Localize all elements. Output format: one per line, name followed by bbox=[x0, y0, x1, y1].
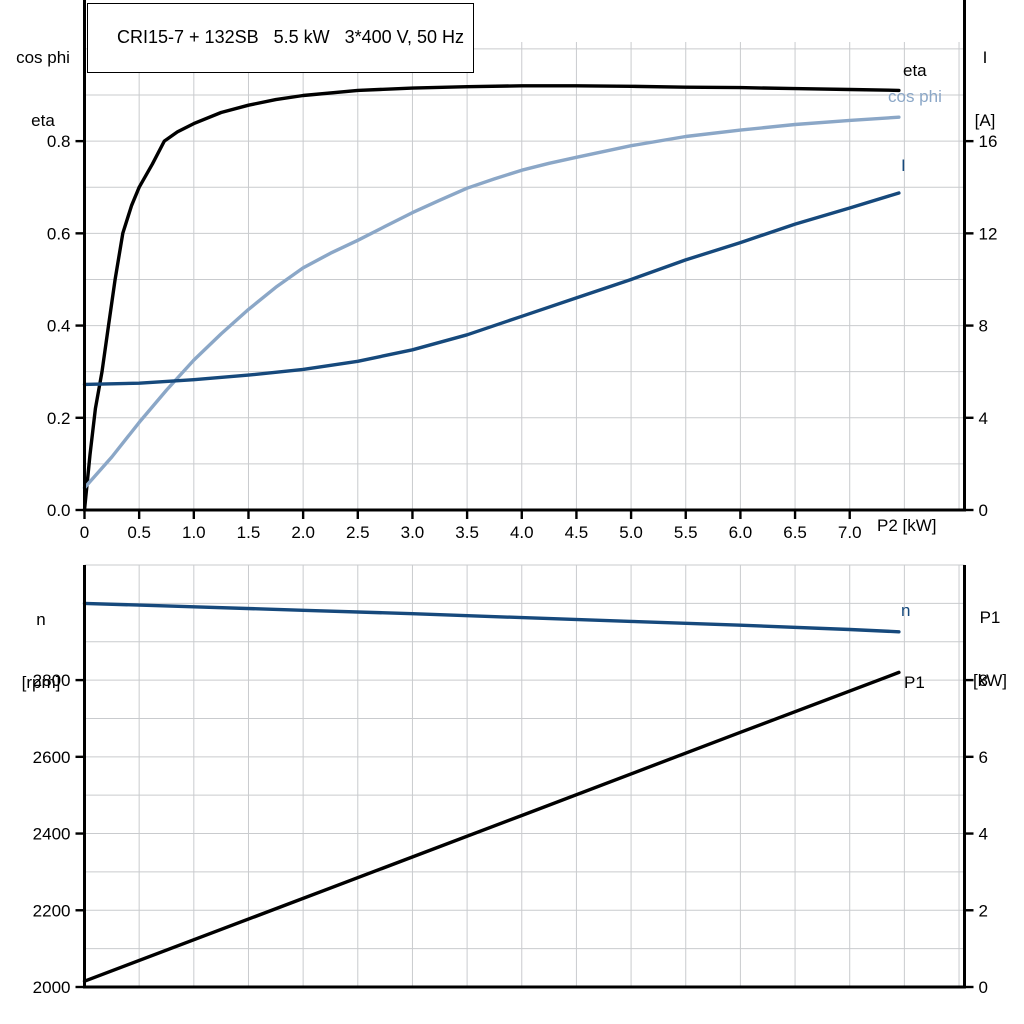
svg-text:3.0: 3.0 bbox=[401, 523, 425, 542]
speed-axis-label: n bbox=[36, 610, 46, 629]
svg-text:6.0: 6.0 bbox=[729, 523, 753, 542]
gridlines bbox=[84, 42, 965, 510]
svg-text:1.0: 1.0 bbox=[182, 523, 206, 542]
svg-text:4: 4 bbox=[979, 409, 988, 428]
svg-text:12: 12 bbox=[979, 224, 998, 243]
top-chart: 0.0 0.2 0.4 0.6 0.8 0 4 8 12 16 0 0.5 1.0 1.5 2.0 2.5 3.… bbox=[47, 0, 998, 542]
kw-unit-label: [kW] bbox=[973, 671, 1007, 690]
svg-text:5.0: 5.0 bbox=[619, 523, 643, 542]
svg-text:0: 0 bbox=[979, 978, 988, 997]
p1-axis-label: P1 bbox=[979, 608, 1001, 627]
svg-text:4.5: 4.5 bbox=[565, 523, 589, 542]
svg-text:0.8: 0.8 bbox=[47, 132, 71, 151]
curve-label-eta: eta bbox=[903, 61, 927, 80]
bottom-chart: 2000 2200 2400 2600 2800 0 2 4 6 8 bbox=[33, 564, 988, 997]
curve-n bbox=[82, 601, 901, 634]
curve-label-current: I bbox=[901, 156, 906, 175]
svg-text:0.4: 0.4 bbox=[47, 317, 71, 336]
svg-text:7.0: 7.0 bbox=[838, 523, 862, 542]
tick-labels: 0.0 0.2 0.4 0.6 0.8 0 4 8 12 16 0 0.5 1.0 1.5 2.0 2.5 3.… bbox=[47, 132, 998, 542]
tick-marks bbox=[75, 678, 974, 989]
svg-text:16: 16 bbox=[979, 132, 998, 151]
top-left-axis-title: cos phi eta bbox=[4, 5, 82, 173]
current-axis-label: I bbox=[982, 48, 988, 67]
svg-text:0.6: 0.6 bbox=[47, 224, 71, 243]
bottom-right-axis-title: P1 [kW] bbox=[961, 565, 1019, 733]
cos-phi-axis-label: cos phi bbox=[16, 48, 70, 67]
svg-text:0: 0 bbox=[80, 523, 89, 542]
chart-title-text: CRI15-7 + 132SB 5.5 kW 3*400 V, 50 Hz bbox=[117, 27, 465, 47]
svg-text:6: 6 bbox=[979, 748, 988, 767]
eta-axis-label: eta bbox=[31, 111, 55, 130]
bottom-left-axis-title: n [rpm] bbox=[2, 567, 80, 735]
top-right-axis-title: I [A] bbox=[962, 5, 1008, 173]
svg-text:6.5: 6.5 bbox=[783, 523, 807, 542]
gridlines bbox=[84, 564, 965, 987]
svg-text:4: 4 bbox=[979, 825, 988, 844]
svg-text:2200: 2200 bbox=[33, 901, 71, 920]
curve-label-n: n bbox=[901, 601, 911, 620]
svg-text:8: 8 bbox=[979, 671, 988, 690]
svg-text:2.5: 2.5 bbox=[346, 523, 370, 542]
curve-label-cos-phi: cos phi bbox=[888, 87, 942, 106]
curve-cos-phi bbox=[82, 115, 901, 490]
axes bbox=[83, 565, 966, 989]
svg-text:2: 2 bbox=[979, 901, 988, 920]
tick-marks bbox=[75, 139, 974, 519]
curve-p1 bbox=[82, 670, 901, 983]
svg-text:0: 0 bbox=[979, 501, 988, 520]
curve-label-p1: P1 bbox=[904, 673, 925, 692]
chart-title-box: CRI15-7 + 132SB 5.5 kW 3*400 V, 50 Hz bbox=[87, 3, 475, 73]
svg-text:2.0: 2.0 bbox=[291, 523, 315, 542]
svg-text:2400: 2400 bbox=[33, 825, 71, 844]
tick-labels: 2000 2200 2400 2600 2800 0 2 4 6 8 bbox=[33, 671, 988, 997]
svg-text:0.5: 0.5 bbox=[127, 523, 151, 542]
ampere-unit-label: [A] bbox=[974, 111, 996, 130]
svg-text:2000: 2000 bbox=[33, 978, 71, 997]
x-axis-title: P2 [kW] bbox=[877, 516, 937, 535]
svg-text:1.5: 1.5 bbox=[237, 523, 261, 542]
svg-text:2600: 2600 bbox=[33, 748, 71, 767]
svg-text:8: 8 bbox=[979, 317, 988, 336]
svg-text:3.5: 3.5 bbox=[455, 523, 479, 542]
svg-text:0.2: 0.2 bbox=[47, 409, 71, 428]
curve-eta bbox=[82, 84, 901, 512]
rpm-unit-label: [rpm] bbox=[21, 673, 61, 692]
svg-text:4.0: 4.0 bbox=[510, 523, 534, 542]
svg-text:5.5: 5.5 bbox=[674, 523, 698, 542]
curve-i bbox=[82, 191, 901, 387]
svg-text:0.0: 0.0 bbox=[47, 501, 71, 520]
axes bbox=[83, 0, 966, 512]
svg-text:2800: 2800 bbox=[33, 671, 71, 690]
